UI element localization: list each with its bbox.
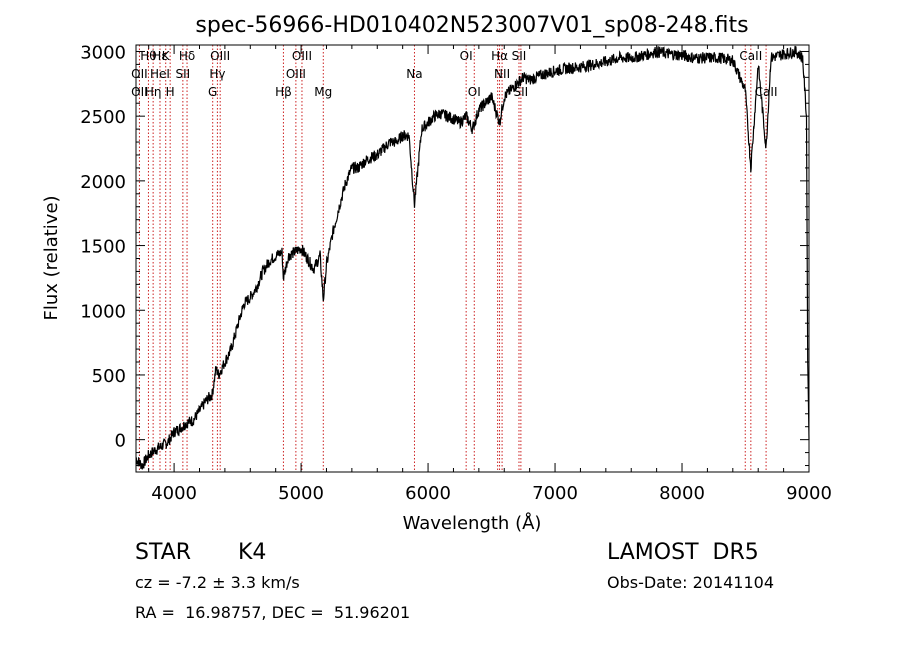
obs-date: Obs-Date: 20141104 <box>607 573 775 592</box>
survey-name: LAMOST DR5 <box>607 540 759 565</box>
y-tick-label-4: 2000 <box>80 172 126 193</box>
object-class: STAR <box>135 540 192 565</box>
line-label-8: Hδ <box>179 49 195 63</box>
chart-title: spec-56966-HD010402N523007V01_sp08-248.f… <box>195 13 748 38</box>
y-tick-label-5: 2500 <box>80 107 126 128</box>
coordinates: RA = 16.98757, DEC = 51.96201 <box>135 603 411 622</box>
line-label-2: OII <box>131 85 148 99</box>
line-label-16: Mg <box>314 85 332 99</box>
line-label-1: OII <box>131 67 148 81</box>
line-label-14: OIII <box>286 67 306 81</box>
subclass: K4 <box>238 540 267 565</box>
line-label-9: SII <box>176 67 191 81</box>
x-axis: 4000 5000 6000 7000 8000 9000 <box>148 45 832 504</box>
line-label-20: Hα <box>491 49 508 63</box>
plot-frame <box>135 44 810 473</box>
line-label-3: Hη <box>145 85 162 99</box>
line-label-23: SII <box>514 85 529 99</box>
x-tick-label-0: 4000 <box>151 483 197 504</box>
x-tick-label-5: 9000 <box>786 483 832 504</box>
line-label-21: SII <box>512 49 527 63</box>
line-label-15: Hβ <box>275 85 292 99</box>
line-label-11: Hγ <box>209 67 225 81</box>
y-tick-label-2: 1000 <box>80 301 126 322</box>
line-label-6: HeI <box>150 67 170 81</box>
y-tick-label-0: 0 <box>115 431 126 452</box>
x-axis-label: Wavelength (Å) <box>403 512 542 534</box>
y-tick-label-6: 3000 <box>80 42 126 63</box>
x-tick-label-1: 5000 <box>278 483 324 504</box>
x-tick-label-2: 6000 <box>405 483 451 504</box>
line-label-4: Hε <box>152 49 168 63</box>
y-tick-label-3: 1500 <box>80 237 126 258</box>
y-tick-label-1: 500 <box>92 366 126 387</box>
line-label-12: G <box>208 85 217 99</box>
line-label-5: K <box>162 49 171 63</box>
line-label-7: H <box>166 85 175 99</box>
y-axis-label: Flux (relative) <box>41 195 62 320</box>
line-label-25: CaII <box>755 85 778 99</box>
line-label-10: OIII <box>210 49 230 63</box>
y-axis: 0 500 1000 1500 2000 2500 3000 <box>80 42 809 467</box>
series-line <box>135 45 810 470</box>
x-tick-label-3: 7000 <box>532 483 578 504</box>
redshift-text: cz = -7.2 ± 3.3 km/s <box>135 573 300 592</box>
line-label-18: OI <box>460 49 473 63</box>
line-label-22: NII <box>494 67 510 81</box>
line-label-19: OI <box>468 85 481 99</box>
x-tick-label-4: 8000 <box>659 483 705 504</box>
line-label-0: Hθ <box>140 49 156 63</box>
emission-line-markers <box>138 45 767 472</box>
line-label-13: OIII <box>292 49 312 63</box>
line-label-17: Na <box>406 67 422 81</box>
line-label-24: CaII <box>739 49 762 63</box>
